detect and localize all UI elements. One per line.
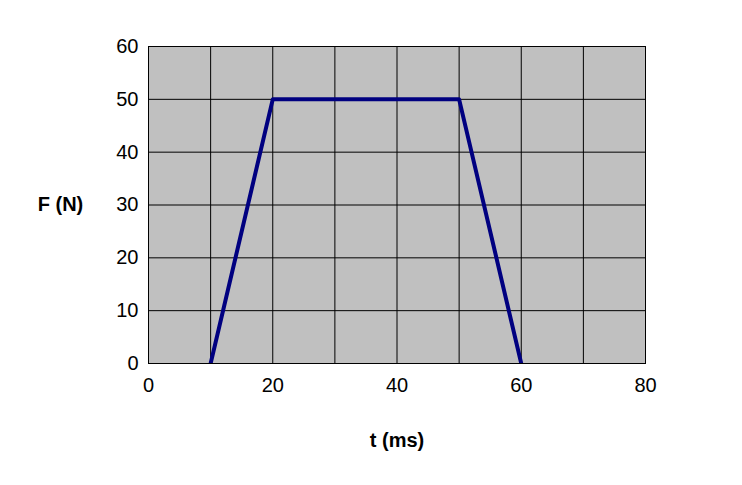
svg-text:10: 10 (116, 299, 138, 321)
svg-text:t (ms): t (ms) (370, 429, 424, 451)
svg-text:F (N): F (N) (38, 193, 84, 215)
svg-text:50: 50 (116, 88, 138, 110)
svg-text:0: 0 (143, 374, 154, 396)
svg-text:20: 20 (116, 246, 138, 268)
svg-text:0: 0 (127, 352, 138, 374)
svg-text:40: 40 (116, 141, 138, 163)
svg-text:60: 60 (510, 374, 532, 396)
svg-text:20: 20 (262, 374, 284, 396)
svg-text:60: 60 (116, 35, 138, 57)
svg-text:80: 80 (634, 374, 656, 396)
svg-text:40: 40 (386, 374, 408, 396)
svg-text:30: 30 (116, 193, 138, 215)
